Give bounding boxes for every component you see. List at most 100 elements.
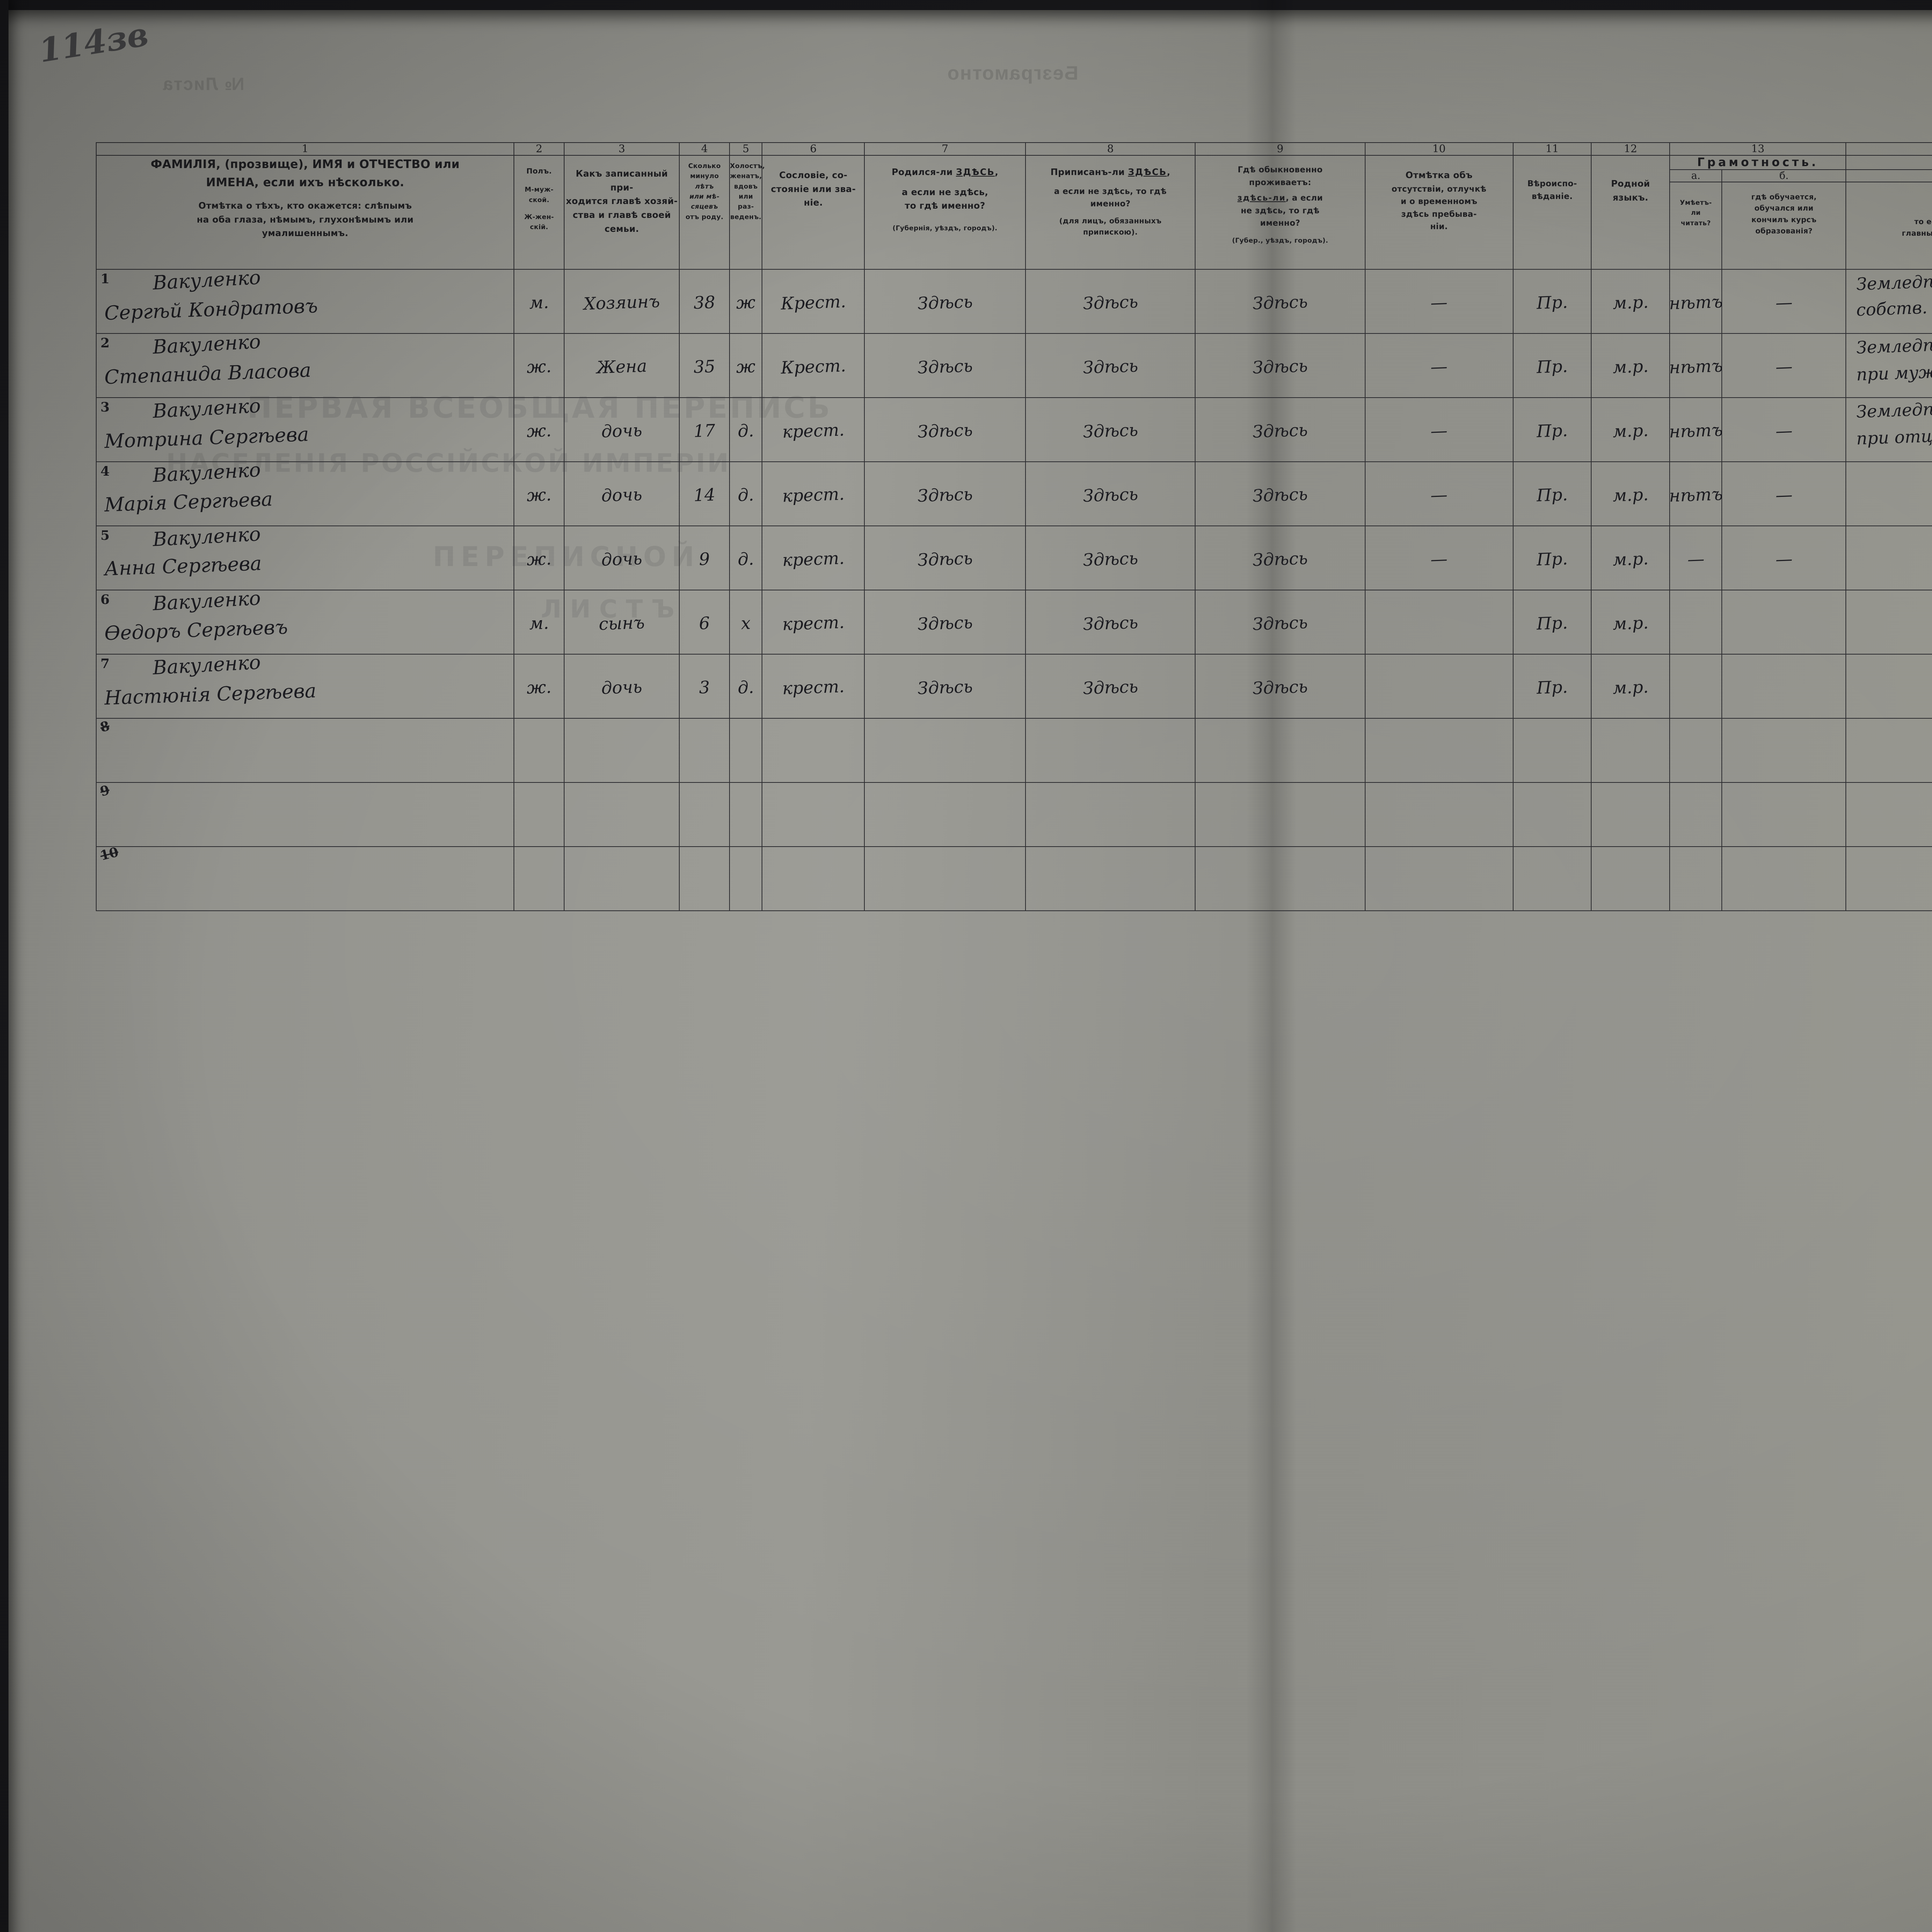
cell-sex[interactable]: ж. bbox=[514, 654, 565, 719]
cell-born-here[interactable]: Здѣсь bbox=[864, 269, 1026, 334]
cell-age[interactable]: 9 bbox=[679, 526, 730, 590]
cell-main-occupation[interactable] bbox=[1845, 526, 1932, 590]
cell-relation[interactable]: Жена bbox=[563, 333, 680, 398]
cell-relation[interactable]: дочь bbox=[563, 397, 680, 462]
cell-relation[interactable] bbox=[563, 718, 680, 783]
cell-born-here[interactable] bbox=[864, 846, 1026, 911]
cell-language[interactable]: м.р. bbox=[1591, 397, 1670, 462]
cell-marital-status[interactable]: д. bbox=[729, 654, 763, 719]
cell-language[interactable]: м.р. bbox=[1591, 461, 1670, 526]
table-row[interactable]: 6 Вакуленко Ѳедоръ Сергѣевъ м. сынъ 6 х крест. З… bbox=[95, 587, 1932, 655]
cell-main-occupation[interactable] bbox=[1845, 461, 1932, 526]
cell-main-occupation[interactable] bbox=[1845, 782, 1932, 847]
cell-education[interactable]: — bbox=[1721, 333, 1847, 398]
cell-relation[interactable]: Хозяинъ bbox=[563, 269, 680, 334]
cell-religion[interactable] bbox=[1512, 782, 1592, 847]
cell-sex[interactable] bbox=[514, 782, 565, 847]
cell-religion[interactable]: Пр. bbox=[1512, 269, 1592, 334]
cell-main-occupation[interactable] bbox=[1845, 654, 1932, 719]
cell-absence[interactable] bbox=[1364, 654, 1514, 719]
cell-religion[interactable]: Пр. bbox=[1512, 654, 1592, 719]
cell-sex[interactable]: ж. bbox=[514, 526, 565, 590]
cell-name[interactable]: 3 Вакуленко Мотрина Сергѣева bbox=[95, 395, 515, 462]
cell-education[interactable]: — bbox=[1721, 526, 1847, 590]
cell-absence[interactable] bbox=[1364, 718, 1514, 783]
cell-marital-status[interactable]: ж bbox=[729, 333, 763, 398]
cell-marital-status[interactable] bbox=[729, 846, 763, 911]
cell-age[interactable]: 6 bbox=[679, 590, 730, 655]
cell-language[interactable] bbox=[1591, 846, 1670, 911]
cell-name[interactable]: 1 Вакуленко Сергѣй Кондратовъ bbox=[95, 266, 515, 334]
cell-education[interactable] bbox=[1721, 590, 1847, 655]
cell-lives-here[interactable]: Здѣсь bbox=[1195, 269, 1366, 334]
cell-born-here[interactable]: Здѣсь bbox=[864, 461, 1026, 526]
cell-estate[interactable] bbox=[762, 846, 865, 911]
cell-religion[interactable]: Пр. bbox=[1512, 526, 1592, 590]
cell-education[interactable] bbox=[1721, 782, 1847, 847]
cell-relation[interactable] bbox=[563, 846, 680, 911]
cell-age[interactable] bbox=[679, 846, 730, 911]
cell-estate[interactable]: крест. bbox=[762, 654, 865, 719]
cell-sex[interactable] bbox=[514, 846, 565, 911]
cell-language[interactable] bbox=[1591, 782, 1670, 847]
table-row[interactable]: 3 Вакуленко Мотрина Сергѣева ж. дочь 17 д. крес… bbox=[95, 395, 1932, 462]
cell-age[interactable] bbox=[679, 718, 730, 783]
cell-education[interactable] bbox=[1721, 718, 1847, 783]
cell-absence[interactable] bbox=[1364, 846, 1514, 911]
cell-religion[interactable]: Пр. bbox=[1512, 397, 1592, 462]
cell-born-here[interactable] bbox=[864, 718, 1026, 783]
cell-born-here[interactable]: Здѣсь bbox=[864, 654, 1026, 719]
cell-lives-here[interactable] bbox=[1195, 846, 1366, 911]
cell-sex[interactable] bbox=[514, 718, 565, 783]
cell-relation[interactable]: дочь bbox=[563, 654, 680, 719]
cell-education[interactable] bbox=[1721, 846, 1847, 911]
cell-absence[interactable]: — bbox=[1364, 269, 1514, 334]
cell-estate[interactable]: крест. bbox=[762, 590, 865, 655]
cell-estate[interactable]: Крест. bbox=[762, 269, 865, 334]
cell-registered-here[interactable]: Здѣсь bbox=[1025, 461, 1196, 526]
cell-estate[interactable]: Крест. bbox=[762, 333, 865, 398]
cell-religion[interactable] bbox=[1512, 846, 1592, 911]
cell-literate[interactable] bbox=[1669, 846, 1723, 911]
cell-estate[interactable]: крест. bbox=[762, 526, 865, 590]
cell-sex[interactable]: м. bbox=[514, 590, 565, 655]
cell-name[interactable]: 2 Вакуленко Степанида Власова bbox=[95, 330, 515, 398]
cell-literate[interactable] bbox=[1669, 590, 1723, 655]
cell-age[interactable] bbox=[679, 782, 730, 847]
cell-education[interactable]: — bbox=[1721, 269, 1847, 334]
table-row[interactable]: 2 Вакуленко Степанида Власова ж. Жена 35 ж Крес… bbox=[95, 330, 1932, 398]
cell-sex[interactable]: ж. bbox=[514, 397, 565, 462]
cell-education[interactable]: — bbox=[1721, 397, 1847, 462]
cell-name[interactable]: 6 Вакуленко Ѳедоръ Сергѣевъ bbox=[95, 587, 515, 655]
cell-sex[interactable]: ж. bbox=[514, 333, 565, 398]
cell-literate[interactable] bbox=[1669, 718, 1723, 783]
cell-marital-status[interactable]: ж bbox=[729, 269, 763, 334]
cell-name[interactable]: 4 Вакуленко Марія Сергѣева bbox=[95, 459, 515, 526]
cell-name[interactable]: 5 Вакуленко Анна Сергѣева bbox=[95, 523, 515, 590]
cell-name[interactable]: 7 Вакуленко Настюнія Сергѣева bbox=[95, 651, 515, 719]
cell-literate[interactable]: нѣтъ bbox=[1668, 333, 1723, 398]
table-row[interactable]: 1012 bbox=[95, 844, 1932, 911]
cell-language[interactable]: м.р. bbox=[1591, 654, 1670, 719]
cell-relation[interactable] bbox=[563, 782, 680, 847]
cell-marital-status[interactable]: д. bbox=[729, 397, 763, 462]
cell-absence[interactable]: — bbox=[1364, 526, 1514, 590]
cell-registered-here[interactable]: Здѣсь bbox=[1025, 526, 1196, 590]
cell-marital-status[interactable] bbox=[729, 782, 763, 847]
cell-lives-here[interactable] bbox=[1195, 782, 1366, 847]
cell-literate[interactable]: — bbox=[1669, 526, 1723, 590]
cell-born-here[interactable]: Здѣсь bbox=[864, 590, 1026, 655]
cell-language[interactable]: м.р. bbox=[1591, 590, 1670, 655]
cell-main-occupation[interactable]: Земледѣліе при мужѣ. bbox=[1845, 333, 1932, 398]
cell-marital-status[interactable]: д. bbox=[729, 461, 763, 526]
cell-registered-here[interactable] bbox=[1025, 846, 1196, 911]
cell-main-occupation[interactable] bbox=[1845, 846, 1932, 911]
cell-estate[interactable]: крест. bbox=[762, 461, 865, 526]
cell-literate[interactable] bbox=[1669, 654, 1723, 719]
cell-registered-here[interactable]: Здѣсь bbox=[1025, 333, 1196, 398]
cell-religion[interactable]: Пр. bbox=[1512, 333, 1592, 398]
cell-lives-here[interactable]: Здѣсь bbox=[1195, 526, 1366, 590]
cell-marital-status[interactable]: х bbox=[729, 590, 763, 655]
cell-born-here[interactable]: Здѣсь bbox=[864, 526, 1026, 590]
cell-age[interactable]: 17 bbox=[679, 397, 730, 462]
